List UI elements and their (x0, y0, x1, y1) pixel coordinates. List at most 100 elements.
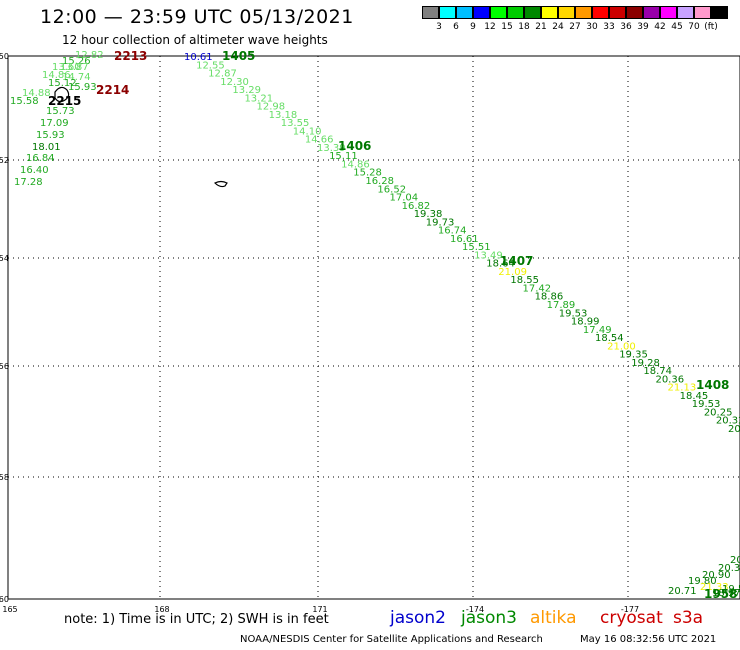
swh-value-label: 12.82 (75, 50, 104, 61)
pass-time-labels: 2213 2214 2215 1405 1406 1407 1408 1958 (48, 49, 737, 601)
color-swatch (677, 6, 694, 19)
color-swatch (524, 6, 541, 19)
swh-value-label: 18.64 (486, 259, 515, 270)
swh-value-label: 15.51 (462, 242, 491, 253)
latitude-tick-label: -52 (0, 156, 9, 165)
swh-value-label: 15.58 (10, 96, 39, 107)
swh-value-label: 14.86 (42, 70, 71, 81)
map-title: 12:00 — 23:59 UTC 05/13/2021 (40, 6, 354, 28)
swh-value-label: 20.36 (655, 374, 684, 385)
legend-altika: altika (530, 608, 577, 628)
swh-value-label: 18.45 (680, 391, 709, 402)
color-swatch (456, 6, 473, 19)
swh-value-label: 15.28 (353, 168, 382, 179)
swh-value-label: 18.54 (595, 333, 624, 344)
swh-value-label: 16.52 (377, 184, 406, 195)
swh-value-label: 12.55 (196, 60, 225, 71)
latitude-tick-label: -54 (0, 254, 9, 263)
swh-value-label: 12.98 (257, 102, 286, 113)
swh-value-label: 19.73 (426, 217, 455, 228)
land-features (54, 86, 228, 188)
swh-value-label: 18.74 (643, 366, 672, 377)
color-scale-label: 39 (637, 22, 649, 32)
pass-time-label: 1408 (696, 378, 729, 392)
swh-value-label: 17.89 (547, 300, 576, 311)
note-text: note: 1) Time is in UTC; 2) SWH is in fe… (64, 612, 329, 627)
color-swatch (541, 6, 558, 19)
swh-value-label: 15.93 (36, 130, 65, 141)
pass-time-label: 1405 (222, 49, 255, 63)
swh-value-label: 13.21 (244, 93, 273, 104)
swh-value-label: 20.25 (704, 407, 733, 418)
color-scale-label: 45 (671, 22, 683, 32)
swh-value-label: 17.04 (390, 193, 419, 204)
credit-text: NOAA/NESDIS Center for Satellite Applica… (240, 634, 543, 645)
color-scale-label: 12 (484, 22, 496, 32)
swh-value-label: 18.01 (32, 142, 61, 153)
swh-value-label: 14.88 (22, 88, 51, 99)
swh-value-label: 18.86 (535, 292, 564, 303)
latitude-tick-label: -50 (0, 52, 9, 61)
swh-labels: 12.8215.2613.6013.8714.8614.7415.1215.93… (10, 50, 740, 599)
swh-value-label: 13.87 (60, 62, 89, 73)
swh-value-label: 16.74 (438, 226, 467, 237)
island-outline (54, 86, 70, 103)
color-swatch (507, 6, 524, 19)
color-swatch (575, 6, 592, 19)
swh-value-label: 20.14 (730, 555, 740, 566)
swh-value-label: 13.29 (232, 85, 261, 96)
swh-value-label: 14.74 (62, 72, 91, 83)
pass-time-label: 2215 (48, 94, 81, 108)
swh-value-label: 19.28 (631, 358, 660, 369)
island-outline (213, 180, 228, 188)
longitude-tick-label: -174 (466, 605, 484, 614)
swh-value-label: 20.83 (728, 424, 740, 435)
longitude-tick-label: -177 (621, 605, 639, 614)
latitude-tick-label: -58 (0, 473, 9, 482)
latitude-tick-label: -56 (0, 362, 9, 371)
longitude-tick-label: 165 (2, 605, 17, 614)
swh-value-label: 15.12 (48, 78, 77, 89)
swh-value-label: 17.09 (40, 118, 69, 129)
pass-time-label: 2213 (114, 49, 147, 63)
color-scale-label: 15 (501, 22, 513, 32)
pass-time-label: 1407 (500, 254, 533, 268)
color-swatch (626, 6, 643, 19)
swh-value-label: 20.32 (716, 416, 740, 427)
swh-value-label: 19.80 (688, 576, 717, 587)
swh-value-label: 12.30 (220, 77, 249, 88)
legend-jason3: jason3 (461, 608, 517, 628)
axis-ticks: 165 168 171 -174 -177 -50 -52 -54 -56 -58 -60 (0, 52, 639, 614)
swh-value-label: 12.87 (208, 69, 237, 80)
longitude-tick-label: 168 (154, 605, 169, 614)
color-scale-label: 6 (453, 22, 459, 32)
color-scale-label: (ft) (704, 22, 718, 32)
color-swatch (643, 6, 660, 19)
swh-value-label: 18.99 (571, 317, 600, 328)
color-scale-label: 9 (470, 22, 476, 32)
swh-value-label: 19.35 (619, 350, 648, 361)
swh-value-label: 21.33 (700, 582, 729, 593)
swh-value-label: 21.00 (607, 341, 636, 352)
color-scale-label: 42 (654, 22, 666, 32)
swh-value-label: 20.35 (718, 563, 740, 574)
swh-value-label: 15.26 (62, 56, 91, 67)
swh-value-label: 14.10 (293, 126, 322, 137)
color-swatch (473, 6, 490, 19)
swh-value-label: 16.82 (402, 201, 431, 212)
swh-value-label: 19.54 (722, 584, 740, 595)
color-scale-label: 30 (586, 22, 598, 32)
pass-time-label: 2214 (96, 83, 129, 97)
legend-jason2: jason2 (390, 608, 446, 628)
swh-value-label: 17.28 (14, 177, 43, 188)
swh-value-label: 21.13 (668, 383, 697, 394)
swh-value-label: 17.49 (583, 325, 612, 336)
longitude-tick-label: 171 (312, 605, 327, 614)
swh-value-label: 17.42 (522, 283, 551, 294)
swh-value-label: 13.55 (281, 118, 310, 129)
swh-value-label: 14.86 (341, 159, 370, 170)
swh-value-label: 19.53 (559, 308, 588, 319)
map-subtitle: 12 hour collection of altimeter wave hei… (62, 33, 328, 47)
color-scale-label: 70 (688, 22, 700, 32)
color-swatch (609, 6, 626, 19)
